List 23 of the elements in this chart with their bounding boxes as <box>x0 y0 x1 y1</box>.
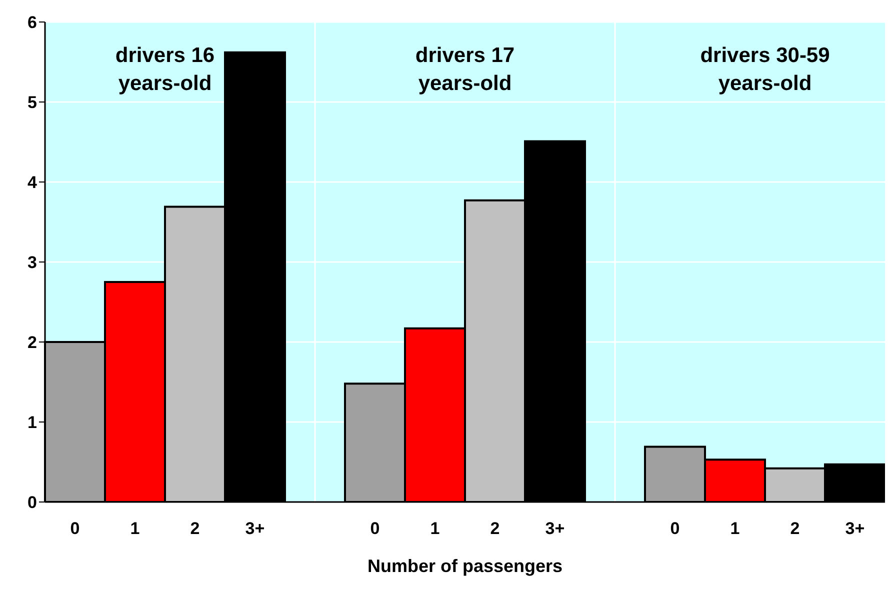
x-tick-label: 3+ <box>845 519 865 538</box>
y-tick-label: 6 <box>28 13 37 32</box>
x-tick-label: 2 <box>790 519 800 538</box>
annotation: drivers 30-59 years-old <box>699 43 831 97</box>
x-axis-title: Number of passengers <box>367 556 563 576</box>
y-tick-label: 2 <box>28 333 37 352</box>
y-tick-label: 0 <box>28 493 37 512</box>
annotation: drivers 17 years-old <box>414 43 516 97</box>
x-tick-label: 2 <box>490 519 500 538</box>
x-tick-label: 0 <box>370 519 380 538</box>
annotation: drivers 16 years-old <box>114 43 216 97</box>
y-tick-label: 4 <box>28 173 38 192</box>
y-tick-label: 5 <box>28 93 37 112</box>
x-tick-label: 0 <box>70 519 80 538</box>
x-tick-label: 3+ <box>245 519 265 538</box>
x-tick-label: 0 <box>670 519 680 538</box>
x-tick-label: 2 <box>190 519 200 538</box>
x-tick-label: 3+ <box>545 519 565 538</box>
y-tick-label: 1 <box>28 413 37 432</box>
x-tick-label: 1 <box>430 519 440 538</box>
x-tick-label: 1 <box>730 519 740 538</box>
x-tick-label: 1 <box>130 519 140 538</box>
y-tick-label: 3 <box>28 253 37 272</box>
